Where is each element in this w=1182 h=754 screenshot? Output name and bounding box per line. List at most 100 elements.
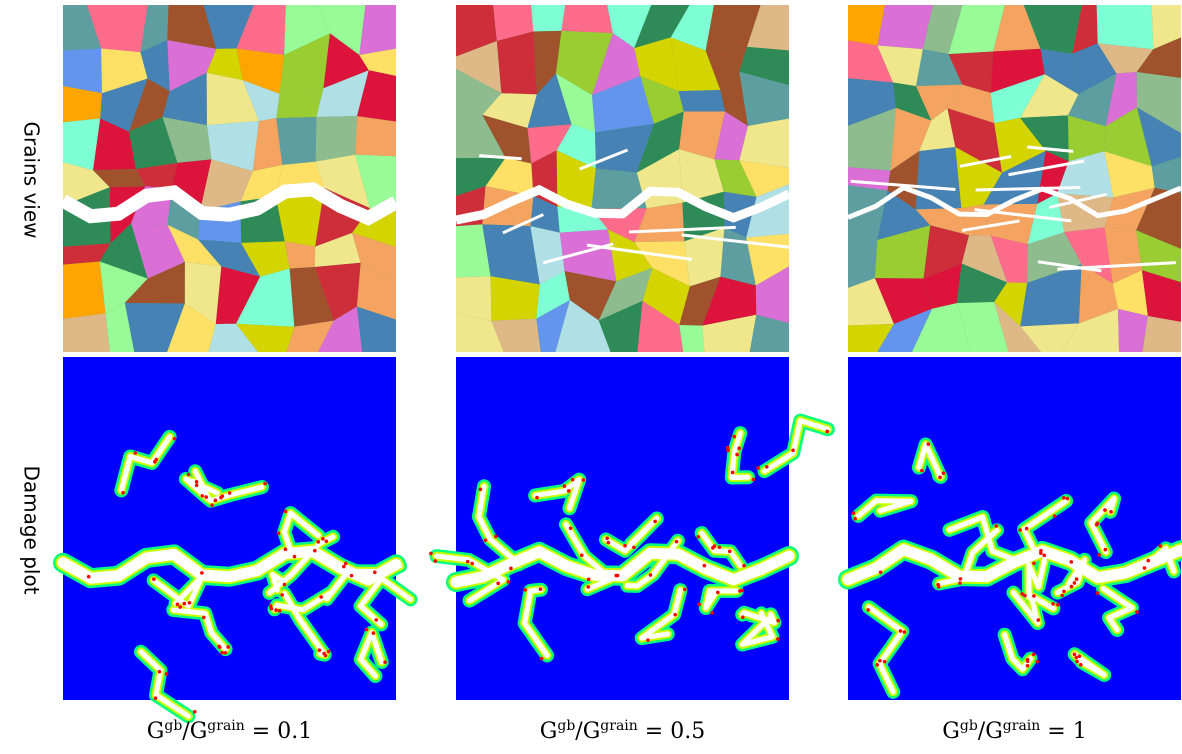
damage-image [848, 357, 1181, 700]
damage-point [710, 611, 714, 615]
label-text: = 0.5 [638, 719, 705, 744]
damage-point [569, 526, 573, 530]
damage-point [1159, 544, 1163, 548]
damage-point [1075, 577, 1079, 581]
damage-point [507, 580, 511, 584]
damage-point [879, 570, 883, 574]
row-label: Damage plot [20, 465, 44, 594]
damage-point [571, 478, 575, 482]
damage-point [195, 480, 199, 484]
damage-point [165, 672, 169, 676]
label-text: /G [575, 719, 600, 744]
damage-point [188, 601, 192, 605]
damage-point [1096, 521, 1100, 525]
damage-point [322, 652, 326, 656]
damage-point [938, 476, 942, 480]
damage-point [1073, 653, 1077, 657]
damage-point [87, 575, 91, 579]
damage-point [274, 608, 278, 612]
damage-point [383, 660, 387, 664]
grain [482, 224, 539, 284]
label-text: G [942, 719, 960, 744]
column-label: Ggb/Ggrain = 0.1 [147, 718, 312, 744]
damage-point [178, 605, 182, 609]
damage-point [182, 602, 186, 606]
damage-point [1079, 663, 1083, 667]
damage-point [154, 458, 158, 462]
damage-point [1039, 549, 1043, 553]
damage-point [479, 488, 483, 492]
damage-point [133, 451, 137, 455]
damage-point [942, 471, 946, 475]
damage-point [605, 537, 609, 541]
damage-point [586, 585, 590, 589]
damage-point [344, 562, 348, 566]
damage-point [580, 553, 584, 557]
damage-point [607, 541, 611, 545]
label-text: /G [182, 719, 207, 744]
label-text: = 1 [1040, 719, 1086, 744]
damage-point [1032, 561, 1036, 565]
damage-point [350, 574, 354, 578]
damage-point [1062, 590, 1066, 594]
damage-point [226, 645, 230, 649]
damage-point [173, 437, 177, 441]
damage-point [776, 637, 780, 641]
damage-point [756, 466, 760, 470]
damage-point [293, 555, 297, 559]
damage-point [202, 616, 206, 620]
grains-image [456, 5, 793, 352]
damage-point [1025, 527, 1029, 531]
damage-point [866, 608, 870, 612]
damage-image [63, 357, 411, 716]
damage-point [121, 491, 125, 495]
damage-point [1109, 510, 1113, 514]
damage-point [429, 552, 433, 556]
damage-point [193, 710, 197, 714]
damage-point [791, 449, 795, 453]
label-superscript: gb [164, 718, 182, 734]
damage-point [284, 510, 288, 514]
grain [359, 5, 396, 55]
damage-point [1036, 618, 1040, 622]
damage-point [614, 574, 618, 578]
damage-point [214, 499, 218, 503]
damage-point [1103, 508, 1107, 512]
damage-point [539, 587, 543, 591]
grain [1142, 316, 1181, 352]
grain [316, 116, 357, 161]
damage-point [1146, 559, 1150, 563]
damage-point [1070, 585, 1074, 589]
grains-image [63, 5, 396, 352]
damage-point [765, 465, 769, 469]
label-text: G [147, 719, 165, 744]
damage-point [263, 482, 267, 486]
damage-point [433, 559, 437, 563]
damage-point [1103, 548, 1107, 552]
damage-point [154, 696, 158, 700]
damage-point [673, 613, 677, 617]
damage-point [221, 494, 225, 498]
damage-point [1135, 610, 1139, 614]
damage-point [632, 546, 636, 550]
damage-point [653, 520, 657, 524]
damage-point [1042, 554, 1046, 558]
damage-point [318, 648, 322, 652]
damage-point [204, 495, 208, 499]
damage-point [484, 538, 488, 542]
column-label: Ggb/Ggrain = 1 [942, 718, 1086, 744]
damage-point [1056, 603, 1060, 607]
damage-point [1035, 660, 1039, 664]
damage-point [875, 663, 879, 667]
damage-point [158, 670, 162, 674]
damage-point [716, 591, 720, 595]
damage-point [470, 562, 474, 566]
damage-point [372, 631, 376, 635]
damage-point [220, 651, 224, 655]
damage-point [269, 604, 273, 608]
grain [456, 276, 491, 320]
grain [561, 5, 612, 33]
damage-point [228, 491, 232, 495]
damage-point [342, 565, 346, 569]
damage-point [278, 609, 282, 613]
